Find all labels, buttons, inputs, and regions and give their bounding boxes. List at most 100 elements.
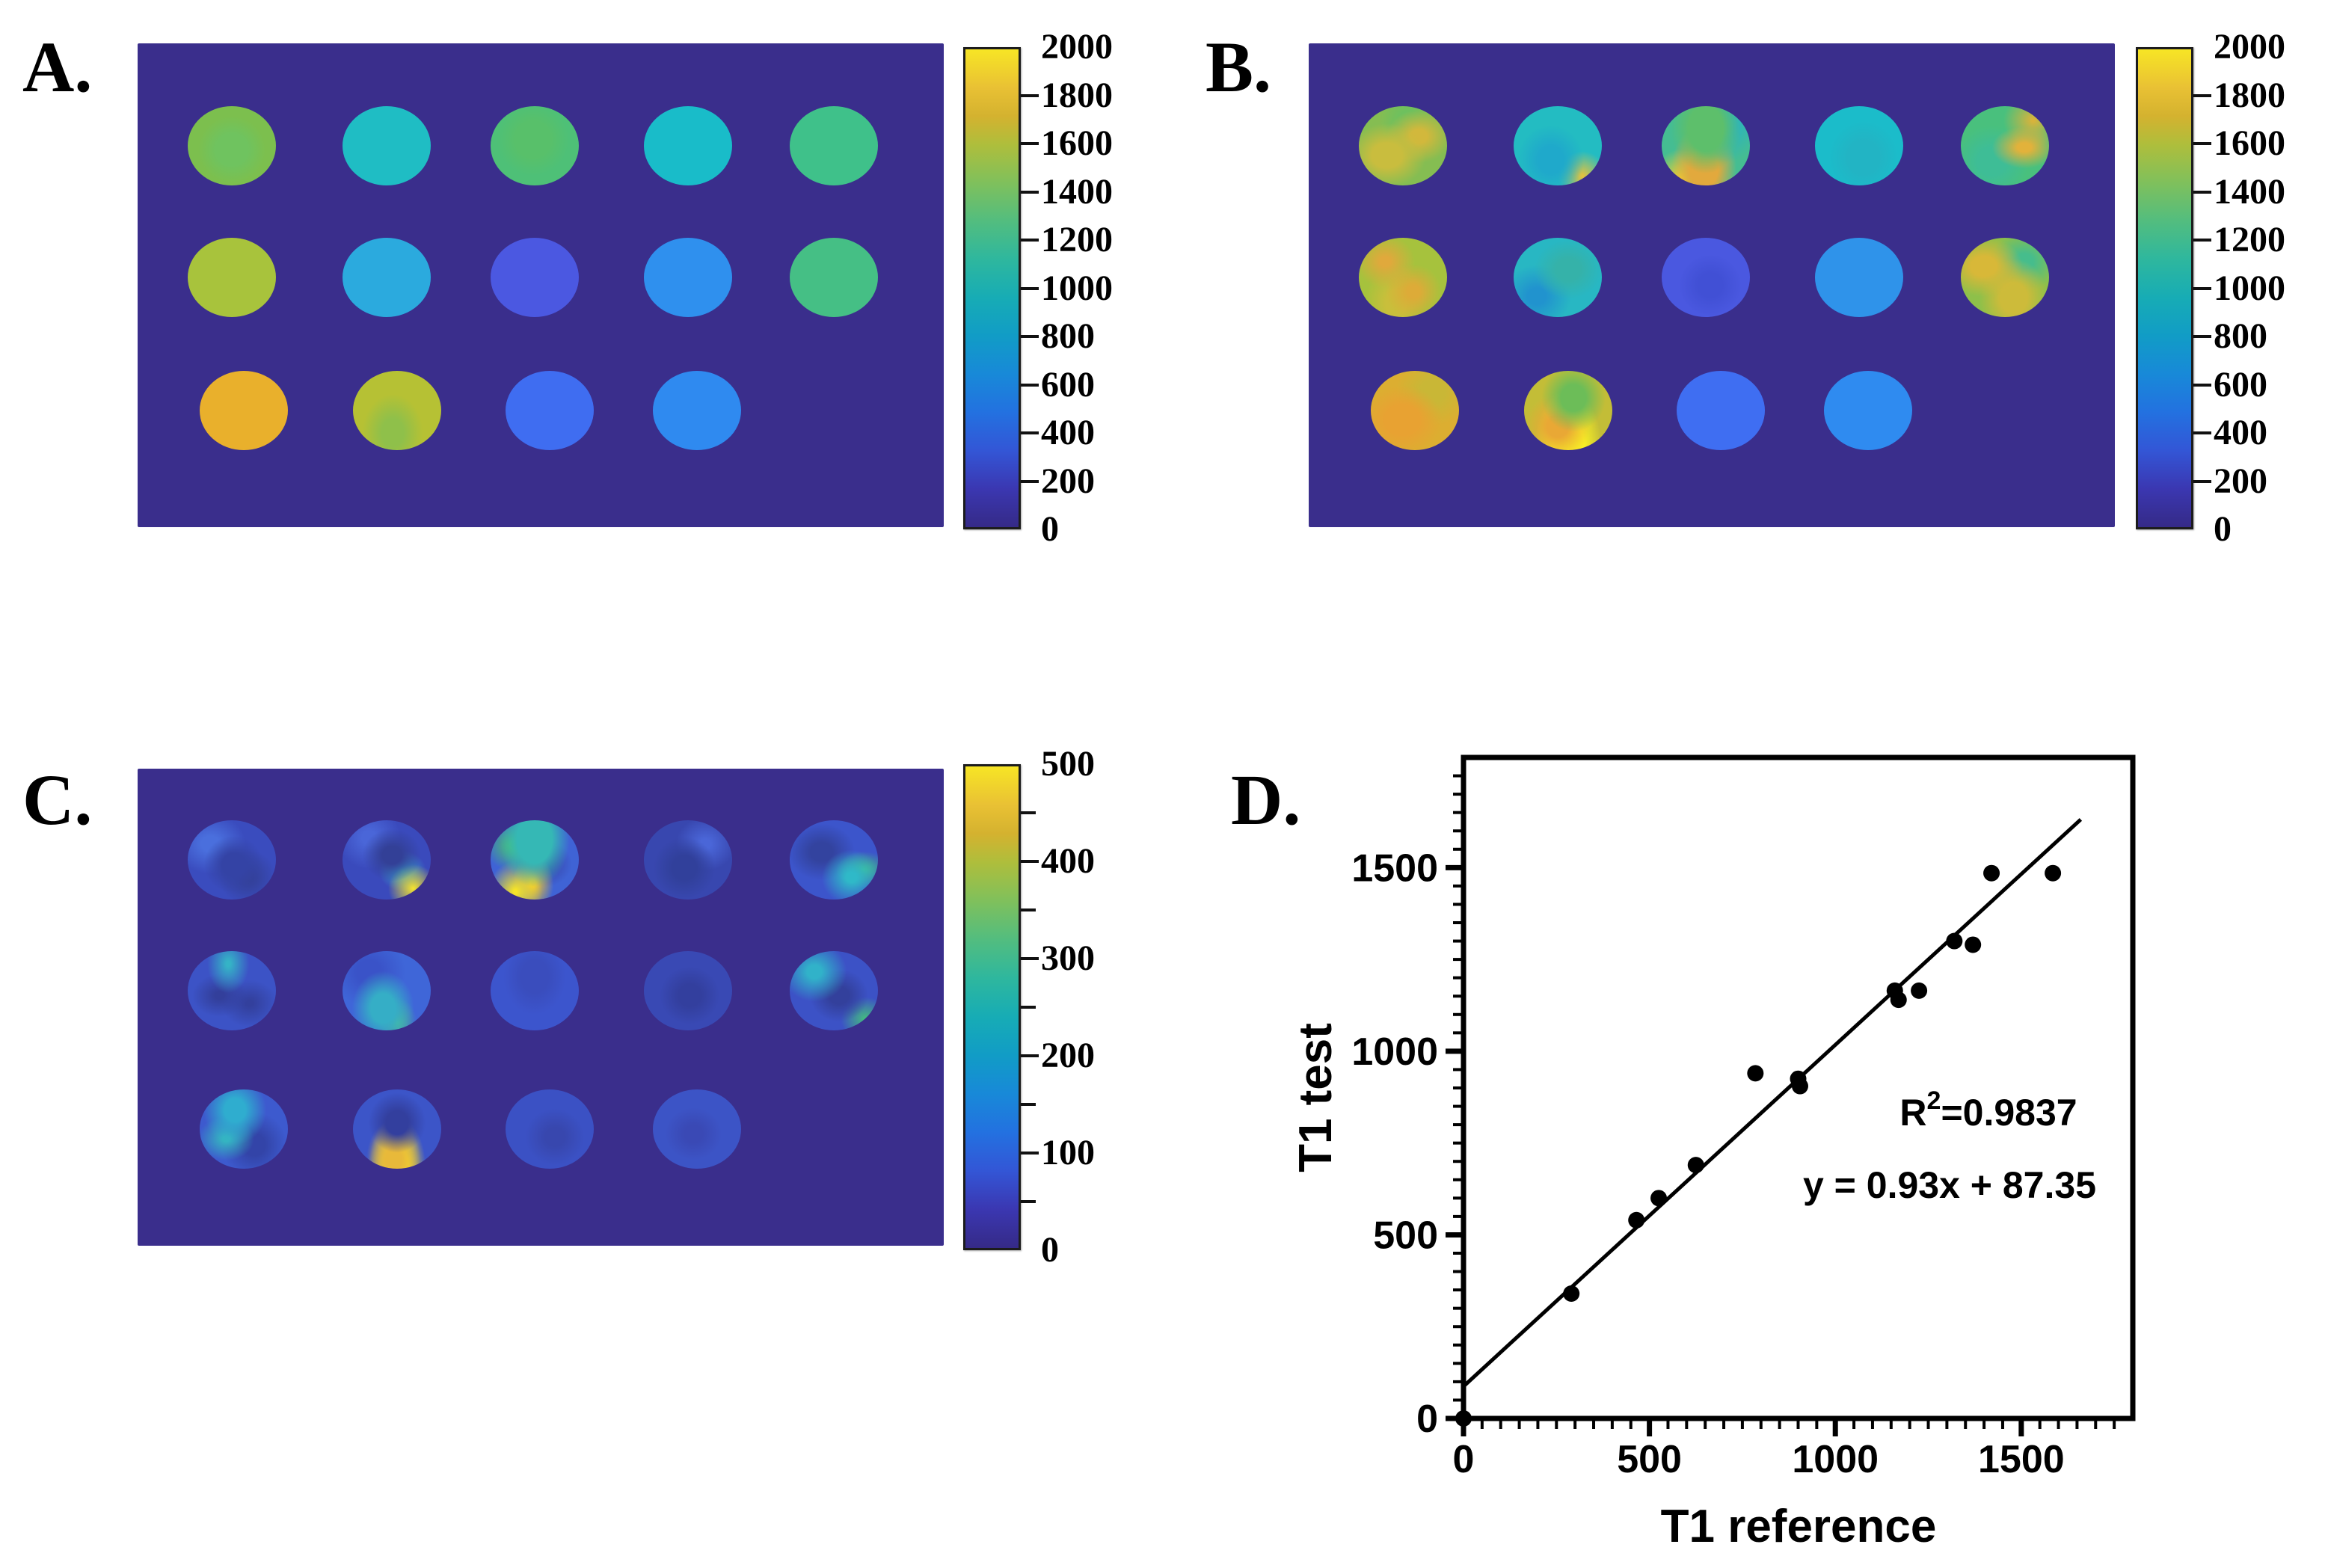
- phantom-vial: [188, 106, 276, 185]
- data-point: [1628, 1211, 1645, 1229]
- data-point: [1650, 1190, 1668, 1207]
- colorbar-tick: [2193, 383, 2211, 387]
- colorbar-tick: [2193, 286, 2211, 290]
- colorbar-tick-label: 0: [1041, 509, 1059, 549]
- data-point: [1946, 932, 1963, 950]
- phantom-vial: [790, 238, 878, 317]
- data-point: [2045, 864, 2062, 882]
- colorbar-tick: [1021, 93, 1039, 97]
- colorbar-tick-label: 800: [1041, 316, 1095, 356]
- y-axis-title: T1 test: [1290, 1023, 1342, 1172]
- colorbar-minor-tick: [1021, 908, 1036, 911]
- panel-b-colorbar: [2136, 47, 2193, 529]
- phantom-vial: [1359, 106, 1447, 185]
- colorbar-tick: [1021, 190, 1039, 194]
- y-tick-label: 500: [1373, 1214, 1438, 1257]
- colorbar-tick: [1021, 1054, 1039, 1057]
- data-point: [1747, 1065, 1764, 1082]
- colorbar-tick: [1021, 957, 1039, 960]
- phantom-vial: [188, 951, 276, 1030]
- colorbar-tick-label: 1200: [2214, 220, 2285, 259]
- phantom-vial: [1662, 106, 1750, 185]
- y-tick-label: 1000: [1351, 1030, 1438, 1074]
- phantom-vial: [1514, 106, 1602, 185]
- x-tick-label: 1000: [1792, 1438, 1879, 1481]
- colorbar-tick-label: 400: [2214, 413, 2267, 452]
- colorbar-minor-tick: [1021, 811, 1036, 814]
- colorbar-tick-label: 800: [2214, 316, 2267, 356]
- data-point: [1455, 1410, 1472, 1427]
- colorbar-tick-label: 200: [1041, 461, 1095, 501]
- colorbar-tick-label: 1200: [1041, 220, 1113, 259]
- colorbar-tick: [2193, 479, 2211, 483]
- plot-box: [1461, 754, 2136, 1421]
- phantom-vial: [790, 820, 878, 900]
- colorbar-tick-label: 500: [1041, 744, 1095, 784]
- colorbar-tick-label: 100: [1041, 1133, 1095, 1172]
- phantom-vial: [644, 951, 732, 1030]
- phantom-vial: [644, 820, 732, 900]
- phantom-vial: [506, 371, 594, 450]
- colorbar-tick: [2193, 190, 2211, 194]
- x-axis-title: T1 reference: [1661, 1501, 1937, 1552]
- colorbar-tick-label: 1600: [1041, 123, 1113, 163]
- phantom-vial: [644, 106, 732, 185]
- data-point: [1911, 982, 1928, 999]
- y-tick-label: 1500: [1351, 846, 1438, 890]
- phantom-vial: [1662, 238, 1750, 317]
- axis-tick-labels: 00 500 500 1000 1000 1500 1500: [1351, 846, 2064, 1481]
- panel-a-label: A.: [22, 27, 93, 107]
- phantom-vial: [343, 951, 431, 1030]
- colorbar-tick: [1021, 239, 1039, 242]
- colorbar-tick-label: 2000: [1041, 27, 1113, 67]
- phantom-vial: [1815, 106, 1903, 185]
- colorbar-tick: [1021, 431, 1039, 434]
- data-point: [1791, 1077, 1808, 1095]
- colorbar-tick-label: 1000: [1041, 268, 1113, 308]
- colorbar-tick: [1021, 383, 1039, 387]
- y-tick-label: 0: [1416, 1398, 1438, 1441]
- colorbar-tick: [1021, 479, 1039, 483]
- data-point: [1890, 991, 1907, 1009]
- colorbar-tick: [2193, 142, 2211, 145]
- phantom-vial: [1371, 371, 1459, 450]
- panel-c-heatmap: [138, 769, 944, 1246]
- phantom-vial: [1677, 371, 1765, 450]
- phantom-vial: [1961, 106, 2049, 185]
- phantom-vial: [491, 820, 579, 900]
- panel-c-colorbar: [963, 764, 1021, 1250]
- colorbar-tick: [1021, 142, 1039, 145]
- colorbar-gradient: [965, 49, 1019, 527]
- x-tick-label: 0: [1453, 1438, 1475, 1481]
- r2-annotation: R2=0.9837: [1899, 1086, 2077, 1134]
- panel-d-label: D.: [1231, 760, 1301, 840]
- panel-a-heatmap: [138, 43, 944, 527]
- phantom-vial: [1524, 371, 1612, 450]
- colorbar-tick-label: 2000: [2214, 27, 2285, 67]
- phantom-vial: [343, 238, 431, 317]
- phantom-vial: [506, 1089, 594, 1169]
- phantom-vial: [200, 1089, 288, 1169]
- phantom-vial: [343, 820, 431, 900]
- phantom-vial: [353, 371, 441, 450]
- colorbar-tick-label: 600: [2214, 364, 2267, 405]
- colorbar-tick: [1021, 860, 1039, 863]
- x-tick-label: 1500: [1978, 1438, 2065, 1481]
- phantom-vial: [1514, 238, 1602, 317]
- colorbar-minor-tick: [1021, 1006, 1036, 1009]
- colorbar-tick-label: 400: [1041, 841, 1095, 881]
- phantom-vial: [653, 371, 741, 450]
- phantom-vial: [1359, 238, 1447, 317]
- colorbar-tick-label: 300: [1041, 938, 1095, 978]
- phantom-vial: [1961, 238, 2049, 317]
- colorbar-tick-label: 0: [2214, 509, 2232, 549]
- phantom-vial: [200, 371, 288, 450]
- colorbar-tick: [1021, 286, 1039, 290]
- phantom-vial: [491, 106, 579, 185]
- data-point: [1687, 1157, 1704, 1174]
- phantom-vial: [491, 951, 579, 1030]
- colorbar-tick-label: 1800: [2214, 75, 2285, 115]
- colorbar-tick-label: 0: [1041, 1230, 1059, 1270]
- colorbar-tick: [2193, 239, 2211, 242]
- colorbar-tick: [2193, 431, 2211, 434]
